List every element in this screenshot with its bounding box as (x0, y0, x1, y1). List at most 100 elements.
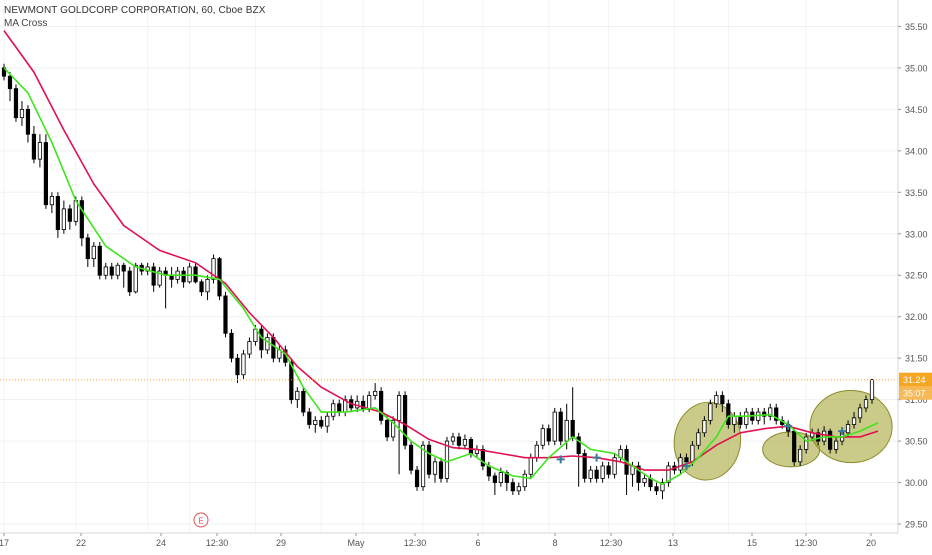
candle-body (97, 245, 102, 276)
candle-body (654, 486, 659, 492)
fast-ma-line (3, 67, 879, 486)
ma-cross-marker (838, 427, 847, 436)
candle-body (486, 465, 491, 477)
y-tick-label: 34.00 (905, 146, 928, 156)
x-tick-label: 17 (0, 538, 9, 548)
x-tick-label: 13 (668, 538, 678, 548)
candle-body (546, 428, 551, 442)
candle-body (600, 465, 605, 479)
candle-body (49, 196, 54, 206)
x-axis[interactable]: 17 22 24 12:30 29 May 12:30 6 8 12:30 13 15 12:30 20 (0, 532, 898, 548)
indicator-label[interactable]: MA Cross (4, 18, 48, 29)
y-tick-label: 29.50 (905, 520, 928, 530)
candle-body (827, 430, 833, 450)
candle-body (414, 469, 420, 488)
candle-body (833, 440, 839, 450)
ma-cross-marker (682, 461, 691, 470)
candle-body (768, 407, 773, 417)
candle-body (432, 461, 438, 475)
candle-body (408, 444, 414, 471)
candle-body (552, 411, 557, 442)
candle-body (391, 419, 396, 438)
x-tick-label: 20 (866, 538, 876, 548)
candle-body (450, 436, 456, 442)
candle-body (373, 390, 378, 396)
candle-body (25, 108, 31, 135)
candle-body (738, 415, 743, 425)
candle-body (289, 361, 294, 401)
last-price-badge (899, 372, 932, 387)
candle-body (498, 472, 503, 483)
candle-body (426, 444, 432, 475)
candle-body (468, 439, 474, 454)
candle-body (151, 266, 156, 286)
ma-cross-marker (784, 422, 793, 431)
candle-body (307, 411, 312, 425)
candle-body (67, 208, 72, 222)
candle-body (61, 208, 66, 231)
candle-body (259, 328, 264, 351)
candle-body (726, 403, 731, 425)
y-tick-label: 35.00 (905, 63, 928, 73)
candle-body (103, 266, 108, 276)
y-tick-label: 33.50 (905, 188, 928, 198)
candle-body (696, 432, 701, 446)
y-tick-label: 32.00 (905, 312, 928, 322)
candle-body (570, 419, 575, 438)
candle-body (85, 237, 90, 260)
candle-body (708, 403, 713, 421)
y-tick-label: 30.50 (905, 437, 928, 447)
y-tick-label: 33.00 (905, 229, 928, 239)
candle-body (31, 133, 37, 160)
candle-body (690, 444, 695, 463)
candle-body (13, 88, 19, 119)
candle-body (379, 390, 384, 421)
candle-body (792, 430, 797, 463)
candle-body (127, 270, 132, 293)
slow-ma-line (3, 30, 879, 471)
candle-body (522, 473, 527, 488)
candle-body (863, 399, 869, 409)
candle-body (816, 432, 821, 442)
candle-body (606, 465, 611, 475)
candle-body (774, 407, 779, 421)
candle-body (7, 75, 13, 90)
x-tick-label: 22 (76, 538, 86, 548)
candle-body (528, 457, 533, 475)
y-tick-label: 31.50 (905, 354, 928, 364)
candle-body (361, 400, 366, 410)
candle-body (229, 332, 234, 359)
candle-body (456, 436, 462, 446)
last-price-badge-text: 31.24 (903, 375, 926, 385)
candle-body (109, 266, 114, 276)
candle-body (678, 457, 683, 471)
candle-body (181, 270, 186, 283)
x-tick-label: 12:30 (404, 538, 427, 548)
candle-body (157, 270, 162, 286)
x-tick-label: 29 (276, 538, 286, 548)
candle-body (516, 486, 521, 492)
candle-body (438, 461, 444, 479)
candle-body (43, 142, 49, 206)
candle-body (313, 419, 318, 425)
earnings-circle (193, 512, 209, 528)
x-tick-label: 15 (747, 538, 757, 548)
y-axis[interactable]: 35.50 35.00 34.50 34.00 33.50 33.00 32.50 32.00… (897, 0, 932, 550)
candle-body (265, 337, 270, 351)
candle-body (660, 482, 665, 492)
y-tick-label: 32.50 (905, 271, 928, 281)
candle-body (325, 415, 330, 427)
candle-body (223, 295, 228, 334)
candle-body (235, 357, 240, 376)
y-axis-background (898, 0, 932, 550)
ma-cross-markers (556, 422, 847, 470)
candle-body (115, 264, 120, 276)
earnings-marker[interactable]: E (193, 512, 209, 528)
candle-body (492, 475, 497, 483)
candles (1, 63, 875, 500)
chart-title: NEWMONT GOLDCORP CORPORATION, 60, Cboe B… (4, 5, 266, 16)
ma-cross-marker (592, 453, 601, 462)
candle-body (798, 448, 803, 463)
